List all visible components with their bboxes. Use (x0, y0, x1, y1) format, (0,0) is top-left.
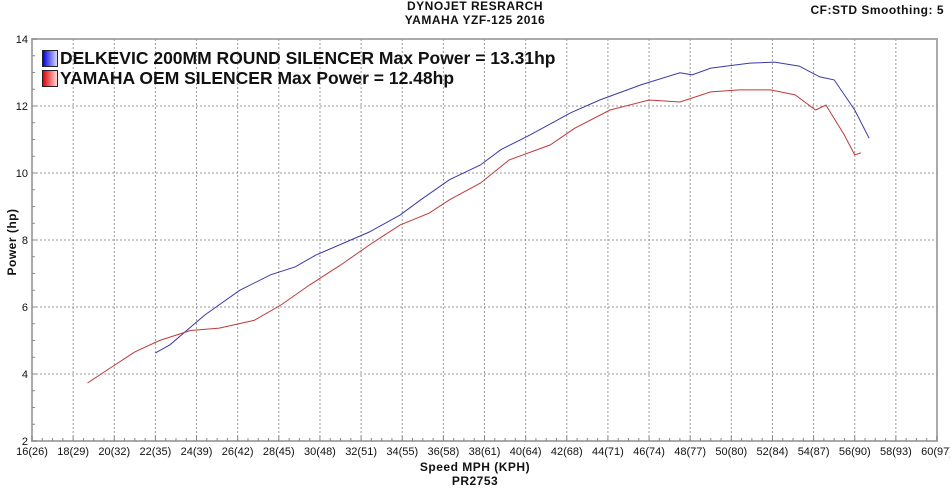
x-tick-label: 60(97) (921, 446, 950, 458)
run-id: PR2753 (451, 474, 499, 488)
y-tick-label: 6 (22, 302, 28, 314)
x-tick-label: 16(26) (16, 446, 48, 458)
legend-label: DELKEVIC 200MM ROUND SILENCER Max Power … (60, 48, 556, 68)
legend-swatch-blue (42, 50, 58, 67)
x-tick-label: 40(64) (510, 446, 542, 458)
legend-item-yamaha: YAMAHA OEM SILENCER Max Power = 12.48hp (42, 68, 454, 89)
y-tick-label: 12 (16, 101, 28, 113)
legend-label: YAMAHA OEM SILENCER Max Power = 12.48hp (60, 68, 455, 88)
series-line-1 (87, 89, 862, 384)
x-tick-label: 48(77) (674, 446, 706, 458)
y-tick-label: 2 (22, 436, 28, 448)
x-tick-label: 30(48) (304, 446, 336, 458)
x-tick-label: 18(29) (57, 446, 89, 458)
y-tick-label: 8 (22, 235, 28, 247)
x-axis-label: Speed MPH (KPH) (419, 460, 531, 474)
series-line-0 (155, 61, 870, 354)
x-tick-label: 52(84) (757, 446, 789, 458)
y-tick-label: 14 (16, 34, 28, 46)
x-tick-label: 50(80) (715, 446, 747, 458)
correction-info: CF:STD Smoothing: 5 (810, 3, 944, 17)
x-tick-label: 22(35) (140, 446, 172, 458)
x-tick-label: 28(45) (263, 446, 295, 458)
x-tick-label: 32(51) (345, 446, 377, 458)
chart-title: DYNOJET RESRARCH (406, 0, 543, 13)
x-tick-label: 58(93) (880, 446, 912, 458)
x-tick-label: 44(71) (592, 446, 624, 458)
x-tick-label: 42(68) (551, 446, 583, 458)
legend-item-delkevic: DELKEVIC 200MM ROUND SILENCER Max Power … (42, 48, 555, 69)
y-tick-label: 4 (22, 369, 28, 381)
y-tick-label: 10 (16, 168, 28, 180)
x-tick-label: 20(32) (98, 446, 130, 458)
x-tick-label: 36(58) (427, 446, 459, 458)
x-tick-label: 26(42) (222, 446, 254, 458)
x-tick-label: 34(55) (386, 446, 418, 458)
x-tick-label: 38(61) (469, 446, 501, 458)
chart-subtitle: YAMAHA YZF-125 2016 (404, 13, 546, 27)
x-tick-label: 46(74) (633, 446, 665, 458)
legend-swatch-red (42, 70, 58, 87)
x-tick-label: 54(87) (798, 446, 830, 458)
x-tick-label: 24(39) (181, 446, 213, 458)
x-tick-label: 56(90) (839, 446, 871, 458)
